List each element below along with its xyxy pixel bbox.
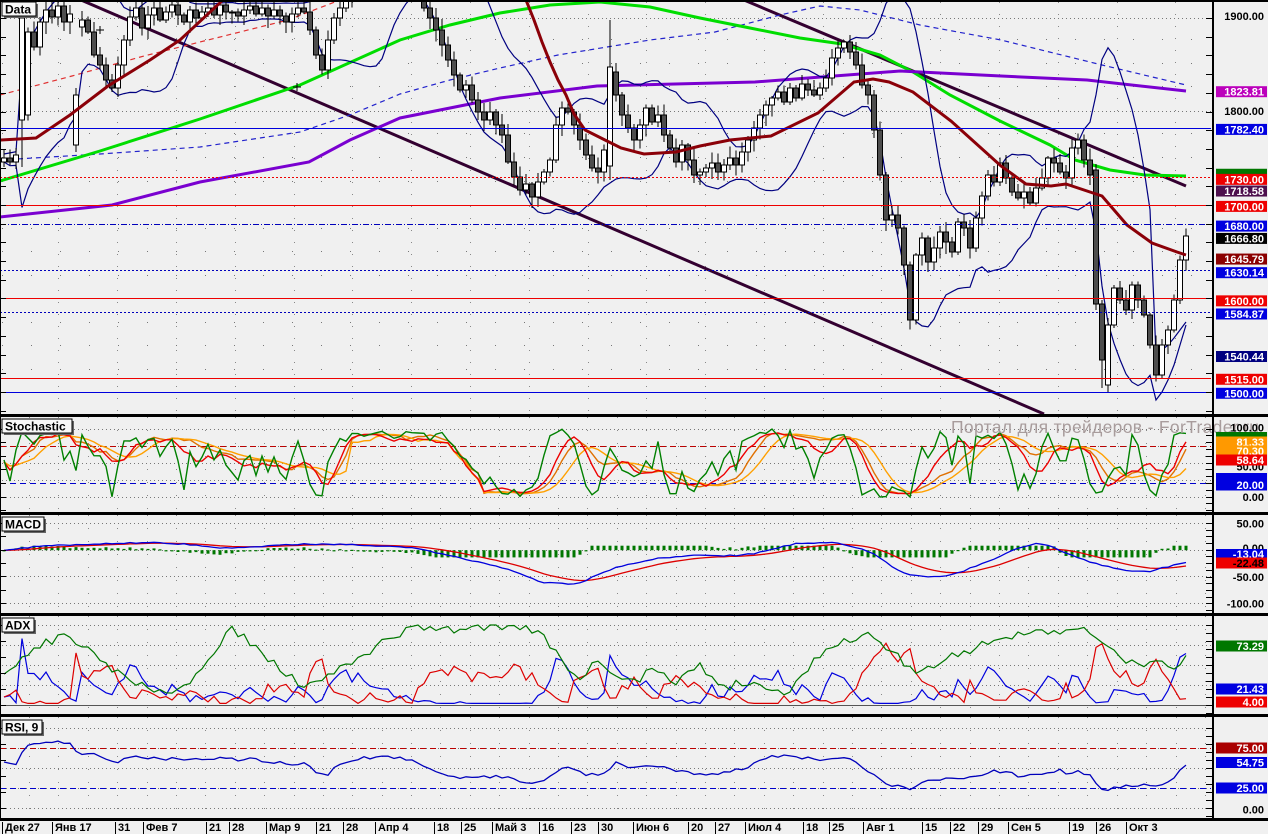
svg-text:75.00: 75.00: [1236, 743, 1264, 755]
svg-text:Дек 27: Дек 27: [5, 822, 40, 834]
svg-text:25: 25: [464, 822, 476, 834]
svg-text:Июл 4: Июл 4: [748, 822, 782, 834]
svg-text:16: 16: [542, 822, 554, 834]
svg-text:1730.00: 1730.00: [1224, 174, 1264, 186]
svg-text:22: 22: [953, 822, 965, 834]
svg-text:25: 25: [832, 822, 844, 834]
svg-text:4.00: 4.00: [1243, 697, 1264, 709]
svg-text:20: 20: [691, 822, 703, 834]
svg-text:1630.14: 1630.14: [1224, 268, 1265, 280]
svg-text:1515.00: 1515.00: [1224, 374, 1264, 386]
svg-text:Фев 7: Фев 7: [146, 822, 177, 834]
svg-text:0.00: 0.00: [1243, 805, 1264, 817]
svg-text:-100.00: -100.00: [1227, 599, 1264, 611]
svg-text:25.00: 25.00: [1236, 783, 1264, 795]
svg-text:1584.87: 1584.87: [1224, 309, 1264, 321]
svg-text:RSI, 9: RSI, 9: [5, 721, 39, 735]
svg-text:1500.00: 1500.00: [1224, 388, 1264, 400]
svg-text:Окт 3: Окт 3: [1129, 822, 1158, 834]
svg-text:23: 23: [574, 822, 586, 834]
svg-text:21: 21: [209, 822, 221, 834]
svg-text:28: 28: [346, 822, 358, 834]
svg-text:Мар 9: Мар 9: [269, 822, 300, 834]
svg-text:1823.81: 1823.81: [1224, 87, 1264, 99]
svg-text:Янв 17: Янв 17: [55, 822, 92, 834]
svg-text:50.00: 50.00: [1236, 518, 1264, 530]
svg-text:Stochastic: Stochastic: [5, 420, 66, 434]
svg-text:1800.00: 1800.00: [1224, 106, 1264, 118]
svg-text:Май 3: Май 3: [495, 822, 526, 834]
svg-text:1900.00: 1900.00: [1224, 11, 1264, 23]
svg-text:-22.48: -22.48: [1233, 558, 1264, 570]
svg-text:19: 19: [1072, 822, 1084, 834]
svg-text:18: 18: [437, 822, 449, 834]
svg-text:73.29: 73.29: [1236, 641, 1264, 653]
svg-text:Портал для трейдеров - ForTrad: Портал для трейдеров - ForTrader.ru: [951, 417, 1259, 437]
svg-text:Сен 5: Сен 5: [1011, 822, 1041, 834]
svg-text:21.43: 21.43: [1236, 684, 1264, 696]
svg-text:ADX: ADX: [5, 619, 30, 633]
svg-text:Июн 6: Июн 6: [636, 822, 669, 834]
svg-text:58.64: 58.64: [1236, 455, 1264, 467]
svg-text:30: 30: [601, 822, 613, 834]
svg-text:Data: Data: [5, 3, 31, 17]
svg-text:0.00: 0.00: [1243, 492, 1264, 504]
svg-text:Апр 4: Апр 4: [378, 822, 409, 834]
svg-text:31: 31: [118, 822, 130, 834]
svg-text:-50.00: -50.00: [1233, 572, 1264, 584]
svg-text:15: 15: [925, 822, 937, 834]
svg-text:1700.00: 1700.00: [1224, 201, 1264, 213]
svg-text:MACD: MACD: [5, 518, 41, 532]
svg-text:28: 28: [232, 822, 244, 834]
svg-text:1540.44: 1540.44: [1224, 352, 1265, 364]
svg-text:18: 18: [806, 822, 818, 834]
svg-text:1600.00: 1600.00: [1224, 296, 1264, 308]
svg-text:26: 26: [1099, 822, 1111, 834]
svg-text:Авг 1: Авг 1: [866, 822, 894, 834]
svg-text:1666.80: 1666.80: [1224, 233, 1264, 245]
svg-text:27: 27: [718, 822, 730, 834]
svg-text:21: 21: [319, 822, 331, 834]
svg-text:54.75: 54.75: [1236, 758, 1264, 770]
svg-text:1680.00: 1680.00: [1224, 221, 1264, 233]
svg-text:20.00: 20.00: [1236, 480, 1264, 492]
svg-text:1718.58: 1718.58: [1224, 186, 1264, 198]
svg-text:100.00: 100.00: [1230, 423, 1264, 435]
svg-text:1645.79: 1645.79: [1224, 254, 1264, 266]
svg-text:29: 29: [981, 822, 993, 834]
svg-text:1782.40: 1782.40: [1224, 124, 1264, 136]
